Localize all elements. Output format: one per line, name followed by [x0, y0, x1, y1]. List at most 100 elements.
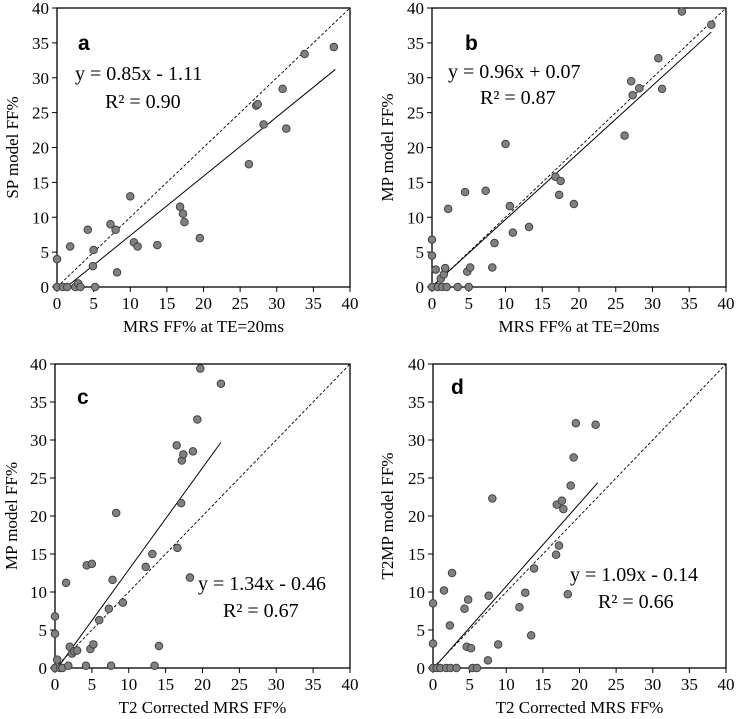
- data-point: [654, 53, 663, 63]
- regression-equation: y = 0.85x - 1.11: [75, 63, 202, 85]
- data-point: [563, 590, 573, 599]
- data-point: [150, 661, 159, 670]
- panel-letter: b: [465, 32, 478, 55]
- x-tick-label: 35: [305, 675, 322, 694]
- data-point: [569, 453, 578, 462]
- data-point: [472, 663, 482, 673]
- x-tick-label: 15: [534, 294, 551, 313]
- y-tick-label: 20: [30, 507, 47, 526]
- y-axis-label: SP model FF%: [3, 96, 22, 198]
- data-point: [460, 187, 470, 197]
- data-point: [628, 90, 637, 100]
- y-tick-label: 10: [30, 583, 47, 602]
- data-point: [442, 282, 451, 292]
- data-point: [89, 245, 98, 255]
- data-point: [439, 586, 449, 595]
- data-point: [427, 235, 437, 244]
- x-tick-label: 20: [571, 675, 588, 694]
- y-tick-label: 0: [41, 278, 50, 297]
- x-tick-label: 35: [305, 294, 322, 313]
- data-point: [188, 447, 198, 456]
- x-tick-label: 10: [120, 675, 137, 694]
- data-point: [172, 441, 181, 450]
- x-tick-label: 10: [498, 675, 515, 694]
- chart-d: 00 5 5 10 10 15 15 20 20 25 25 30 30 35 35 40 40 T2 Corre…: [378, 355, 735, 717]
- r-squared: R² = 0.90: [105, 91, 181, 113]
- data-point: [493, 640, 503, 649]
- identity-line: [56, 7, 351, 288]
- y-tick-label: 35: [408, 393, 425, 412]
- data-point: [556, 176, 565, 186]
- data-point: [431, 265, 440, 274]
- data-point: [282, 124, 291, 133]
- data-point: [72, 646, 82, 655]
- data-point: [463, 595, 473, 604]
- x-tick-label: 40: [718, 675, 735, 694]
- panel-letter: d: [451, 376, 464, 399]
- data-point: [50, 629, 60, 639]
- y-tick-label: 40: [408, 355, 425, 374]
- x-tick-label: 30: [268, 675, 285, 694]
- y-tick-label: 15: [32, 173, 49, 192]
- data-point: [626, 76, 636, 86]
- x-tick-label: 0: [428, 294, 437, 313]
- y-tick-label: 30: [407, 69, 424, 88]
- data-point: [153, 240, 162, 250]
- data-point: [515, 602, 524, 612]
- data-point: [707, 20, 716, 29]
- x-tick-label: 5: [89, 294, 98, 313]
- x-tick-label: 10: [122, 294, 139, 313]
- y-tick-label: 0: [39, 659, 48, 678]
- data-point: [154, 641, 164, 651]
- data-point: [112, 268, 122, 277]
- y-tick-label: 25: [408, 469, 425, 488]
- y-axis-label: T2MP model FF%: [378, 453, 397, 580]
- y-tick-label: 35: [407, 34, 424, 53]
- data-point: [464, 282, 474, 292]
- data-point: [108, 575, 117, 585]
- data-point: [481, 186, 490, 195]
- data-point: [677, 7, 687, 16]
- data-point: [148, 549, 157, 559]
- x-axis-label: MRS FF% at TE=20ms: [123, 317, 284, 336]
- y-tick-label: 20: [408, 507, 425, 526]
- y-tick-label: 40: [32, 0, 49, 18]
- y-tick-label: 10: [407, 208, 424, 227]
- data-point: [501, 139, 510, 149]
- data-point: [173, 543, 182, 553]
- x-axis-label: T2 Corrected MRS FF%: [496, 698, 664, 714]
- data-point: [483, 656, 493, 665]
- identity-line: [431, 7, 727, 288]
- data-point: [657, 84, 667, 94]
- data-point: [505, 201, 515, 211]
- data-point: [111, 225, 120, 235]
- data-point: [428, 639, 438, 648]
- regression-line: [431, 31, 712, 287]
- data-point: [620, 131, 629, 140]
- data-point: [465, 263, 475, 272]
- y-tick-label: 25: [32, 104, 49, 123]
- data-point: [118, 598, 128, 607]
- data-point: [440, 263, 450, 273]
- data-point: [63, 282, 72, 292]
- data-point: [524, 222, 534, 232]
- data-point: [185, 573, 195, 582]
- data-point: [106, 661, 116, 670]
- data-point: [554, 541, 564, 550]
- data-point: [253, 100, 262, 109]
- data-point: [65, 242, 75, 251]
- y-axis-label: MP model FF%: [2, 462, 21, 570]
- y-tick-label: 20: [32, 139, 49, 158]
- y-tick-label: 35: [32, 34, 49, 53]
- y-tick-label: 10: [32, 208, 49, 227]
- y-tick-label: 0: [416, 278, 425, 297]
- regression-equation: y = 1.34x - 0.46: [198, 573, 326, 595]
- data-point: [635, 83, 644, 93]
- data-point: [141, 562, 150, 572]
- x-tick-label: 20: [194, 675, 211, 694]
- data-point: [89, 640, 98, 649]
- data-point: [244, 159, 254, 169]
- y-tick-label: 40: [30, 355, 47, 374]
- data-point: [427, 251, 437, 260]
- data-point: [591, 420, 600, 430]
